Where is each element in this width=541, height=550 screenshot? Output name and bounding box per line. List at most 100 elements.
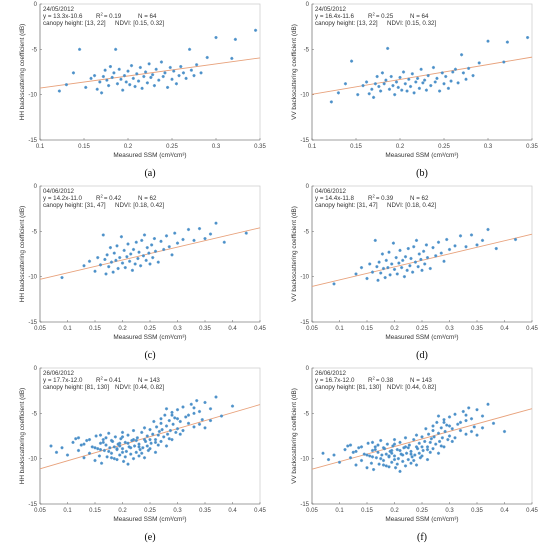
data-point [400,88,404,92]
data-point [458,420,463,424]
data-point [144,70,148,74]
data-point [469,233,474,237]
y-tick-label: -15 [300,138,309,144]
data-point [380,453,384,457]
data-point [98,441,103,445]
data-point [413,453,417,457]
y-tick-label: -10 [300,93,309,99]
data-point [208,418,213,423]
r2-label: R [368,13,373,20]
data-point [364,80,369,84]
data-point [133,84,137,89]
x-tick-label: 0.15 [89,326,101,332]
data-point [433,80,437,84]
data-point [370,440,375,444]
x-tick-label: 0.4 [500,326,509,332]
data-point [197,227,202,231]
data-point [412,245,416,249]
data-point [400,266,404,270]
data-point [79,443,83,447]
data-point [167,437,171,441]
data-point [410,72,414,76]
data-point [343,82,348,86]
data-point [96,256,100,260]
data-point [192,238,196,242]
data-point [192,411,196,415]
data-point [98,433,103,437]
x-tick-label: 0.3 [484,144,493,150]
data-point [447,424,452,428]
data-point [142,426,147,430]
data-point [131,457,136,461]
x-tick-label: 0.1 [335,508,344,514]
data-point [387,465,391,469]
data-point [112,457,116,461]
data-point [166,432,170,436]
data-point [390,448,394,453]
r2-label: R [368,195,373,202]
data-point [414,238,419,242]
data-point [130,268,134,272]
r2-value: = 0.41 [104,377,122,384]
annotation-n: N = 62 [410,195,429,202]
data-point [157,78,161,82]
data-point [114,47,118,51]
data-point [435,76,439,80]
data-point [398,469,402,473]
data-point [409,461,413,465]
data-point [332,453,336,457]
data-point [134,240,138,244]
y-tick-label: -15 [28,138,37,144]
data-point [151,73,155,77]
data-point [401,258,405,262]
x-tick-label: 0.15 [361,326,373,332]
data-point [392,442,397,446]
data-point [401,453,405,457]
data-point [436,431,441,435]
data-point [178,419,182,424]
data-point [442,82,446,86]
data-point [109,438,114,443]
data-point [108,246,112,250]
plot-area [311,3,533,141]
data-point [480,414,485,418]
data-point [131,247,136,252]
data-point [467,406,471,410]
data-point [133,262,137,266]
data-point [170,253,174,257]
data-point [359,445,364,449]
data-point [420,268,424,272]
data-point [440,436,444,440]
data-point [186,227,191,232]
data-point [144,258,148,262]
data-point [173,416,177,420]
data-point [170,77,174,81]
data-point [379,89,383,93]
data-point [164,424,169,428]
data-point [197,422,202,426]
data-point [152,419,156,424]
data-point [421,81,425,85]
data-point [74,437,78,441]
plot-area [39,367,261,505]
x-tick-label: 0.25 [166,144,178,150]
data-point [98,80,102,84]
data-point [181,237,185,242]
data-point [159,417,163,421]
data-point [133,444,137,448]
data-point [159,60,164,64]
data-point [486,227,490,232]
x-tick-label: 0.2 [390,508,399,514]
data-point [375,265,379,269]
data-point [486,402,490,406]
data-point [164,234,169,238]
data-point [149,441,153,445]
data-point [406,246,410,251]
y-tick-label: -5 [32,229,38,235]
data-point [438,439,442,444]
data-point [60,446,64,450]
y-tick-label: -5 [32,47,38,53]
x-tick-label: 0.45 [254,326,266,332]
data-point [424,88,428,92]
y-tick-label: -10 [28,93,37,99]
